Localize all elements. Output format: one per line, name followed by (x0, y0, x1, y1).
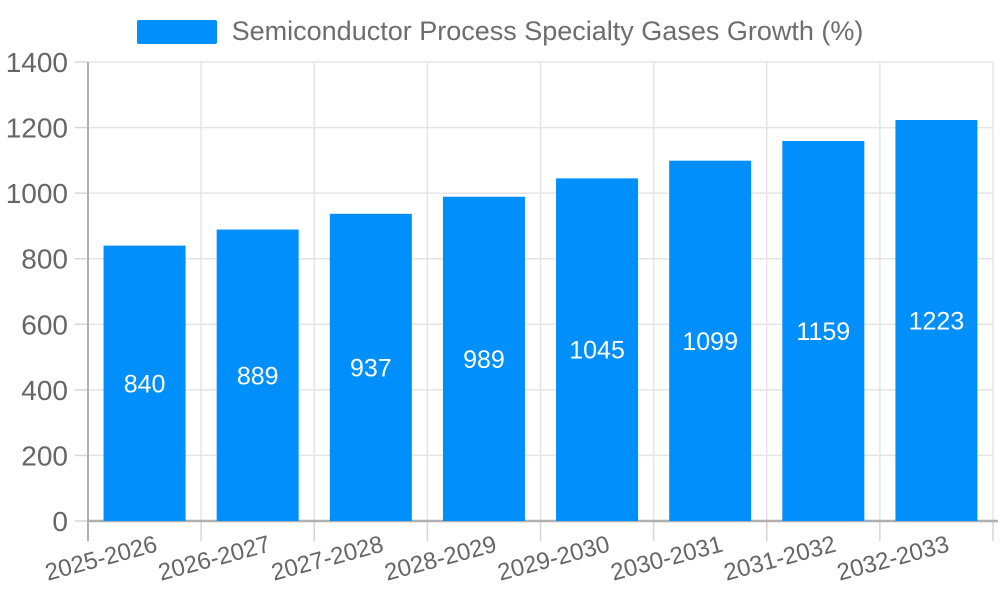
y-tick-label: 200 (21, 440, 68, 471)
x-tick-label: 2026-2027 (155, 531, 273, 587)
x-tick-label: 2027-2028 (269, 531, 387, 587)
x-tick-label: 2025-2026 (42, 531, 160, 587)
bar-value-label: 1099 (682, 328, 738, 356)
x-tick-label: 2028-2029 (382, 531, 500, 587)
y-tick-label: 800 (21, 244, 68, 275)
bar[interactable] (895, 120, 978, 522)
bar[interactable] (782, 141, 865, 522)
bar[interactable] (669, 160, 752, 521)
x-tick-label: 2031-2032 (721, 531, 839, 587)
bar-value-label: 1045 (569, 337, 625, 365)
x-tick-label: 2032-2033 (834, 531, 952, 587)
x-tick-label: 2029-2030 (495, 531, 613, 587)
bar-value-label: 889 (237, 362, 279, 390)
y-tick-label: 0 (52, 506, 68, 537)
y-tick-label: 400 (21, 375, 68, 406)
y-tick-label: 1200 (6, 113, 68, 144)
legend-marker[interactable] (136, 19, 217, 44)
bar[interactable] (103, 245, 186, 521)
bar-value-label: 840 (124, 370, 166, 398)
legend-label[interactable]: Semiconductor Process Specialty Gases Gr… (231, 16, 864, 46)
bar[interactable] (216, 229, 299, 521)
bar-value-label: 1223 (909, 308, 965, 336)
bar-value-label: 989 (463, 346, 505, 374)
legend-item[interactable]: Semiconductor Process Specialty Gases Gr… (136, 16, 864, 47)
y-tick-label: 1400 (6, 47, 68, 78)
x-tick-label: 2030-2031 (608, 531, 726, 587)
bar[interactable] (556, 178, 639, 521)
bar[interactable] (442, 196, 525, 522)
bar[interactable] (329, 213, 412, 521)
y-tick-label: 1000 (6, 178, 68, 209)
bar-value-label: 1159 (796, 318, 850, 346)
y-tick-label: 600 (21, 309, 68, 340)
legend: Semiconductor Process Specialty Gases Gr… (0, 16, 1000, 47)
bar-value-label: 937 (350, 354, 392, 382)
